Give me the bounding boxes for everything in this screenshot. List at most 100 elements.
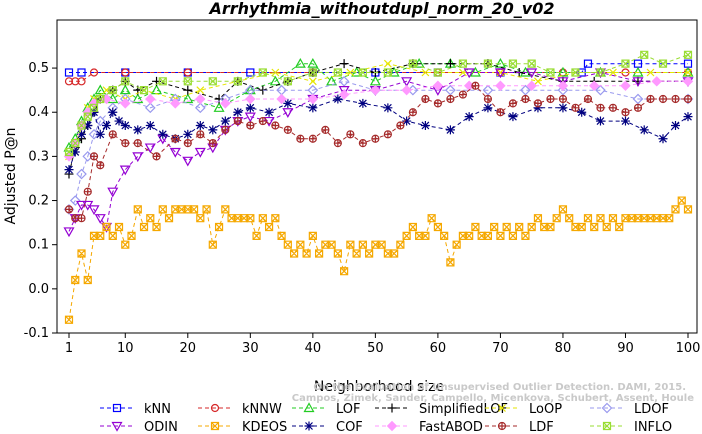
legend-item-ldof: LDOF [590, 402, 669, 417]
legend-marker-ldof [601, 402, 613, 414]
data-point-knnw [64, 77, 74, 86]
data-point-kdeos [377, 240, 386, 249]
data-point-kdeos [683, 205, 693, 214]
data-point-inflo [233, 77, 242, 86]
data-point-inflo [77, 121, 86, 130]
x-tick-label: 70 [492, 341, 509, 356]
data-point-ldf [421, 94, 430, 104]
data-point-kdeos [358, 240, 367, 249]
data-point-ldof [482, 84, 494, 96]
data-point-lof [557, 66, 569, 77]
data-point-cof [83, 120, 93, 130]
data-point-inflo [308, 68, 317, 77]
data-point-kdeos [315, 249, 324, 258]
data-point-odin [144, 143, 156, 154]
data-point-kdeos [408, 222, 417, 232]
legend: kNN kNNW LOF SimplifiedLOF LoOP LDOF ODIN KDEOS… [100, 402, 672, 434]
data-point-odin [338, 86, 350, 96]
data-point-kdeos [508, 231, 518, 240]
legend-item-kdeos: KDEOS [198, 420, 287, 434]
data-point-odin [282, 108, 294, 118]
legend-label-lof: LOF [336, 402, 361, 417]
legend-label-knn: kNN [144, 402, 171, 417]
data-point-inflo [83, 112, 92, 121]
data-point-ldf [233, 116, 242, 126]
data-point-kdeos [396, 240, 405, 249]
data-point-ldf [646, 94, 655, 104]
data-point-knn [64, 68, 74, 77]
data-point-inflo [283, 77, 292, 86]
data-point-ldof [76, 168, 87, 180]
data-point-kdeos [533, 214, 543, 223]
data-point-lof [244, 84, 256, 95]
data-point-fastabod [495, 80, 506, 91]
legend-marker-simplifiedlof [387, 403, 397, 413]
data-point-kdeos [271, 214, 280, 223]
data-point-kdeos [139, 222, 149, 232]
data-point-kdeos [677, 196, 686, 205]
data-point-ldf [77, 214, 86, 223]
data-point-ldf [308, 134, 317, 143]
data-point-ldf [133, 139, 142, 148]
data-point-lof [269, 75, 281, 86]
data-point-cof [102, 120, 112, 130]
series-line-ldof [68, 80, 688, 210]
data-point-kdeos [671, 205, 680, 214]
plot-frame [56, 19, 698, 334]
data-point-loop [346, 68, 355, 77]
data-point-ldf [396, 121, 405, 130]
data-point-loop [646, 68, 655, 77]
data-point-ldf [596, 103, 605, 112]
data-point-inflo [571, 68, 580, 77]
series-line-ldf [68, 85, 688, 219]
data-point-ldof [94, 115, 106, 127]
legend-label-simplifiedlof: SimplifiedLOF [419, 402, 508, 417]
watermark-line-2: On the Evaluation of Unsupervised Outlie… [313, 382, 686, 393]
data-point-ldf [546, 94, 555, 104]
data-point-knn [77, 68, 86, 77]
data-point-inflo [96, 94, 105, 104]
data-point-kdeos [221, 205, 230, 214]
data-point-fastabod [432, 80, 444, 91]
plot-area: 1 10 20 30 40 50 60 70 80 90 100 -0.1 0.0 0.1 0.2 0.3 0… [24, 19, 701, 356]
data-point-ldf [508, 99, 518, 108]
series-ldf [64, 81, 693, 223]
data-point-loop [496, 68, 505, 77]
data-point-loop [383, 59, 392, 68]
data-point-cof [620, 116, 630, 126]
x-tick-label: 100 [676, 341, 701, 356]
legend-item-loop: LoOP [485, 402, 562, 417]
y-tick-label: 0.1 [28, 238, 49, 253]
data-point-kdeos [208, 240, 217, 249]
data-point-kdeos [258, 214, 267, 223]
data-point-kdeos [552, 214, 561, 223]
legend-marker-odin [111, 421, 123, 432]
legend-item-ldf: LDF [485, 420, 554, 434]
data-point-kdeos [71, 275, 80, 285]
data-point-kdeos [277, 231, 286, 240]
data-point-lof [294, 57, 306, 68]
data-point-kdeos [77, 249, 86, 258]
data-point-kdeos [402, 231, 411, 240]
data-point-ldof [520, 84, 531, 96]
data-point-fastabod [307, 93, 319, 105]
data-point-cof [158, 129, 168, 139]
data-point-lof [632, 66, 644, 77]
data-point-lof [469, 66, 481, 77]
legend-label-ldof: LDOF [634, 402, 669, 417]
data-point-kdeos [577, 222, 586, 232]
data-point-inflo [527, 59, 536, 68]
data-point-inflo [546, 68, 555, 77]
data-point-kdeos [327, 240, 336, 249]
data-point-ldf [183, 139, 192, 148]
data-point-kdeos [133, 205, 142, 214]
data-point-knnw [121, 68, 130, 77]
data-point-cof [114, 116, 124, 126]
data-point-kdeos [483, 231, 493, 240]
legend-label-kdeos: KDEOS [242, 420, 287, 434]
data-point-kdeos [121, 240, 130, 249]
data-point-ldf [658, 94, 668, 104]
data-point-kdeos [189, 205, 199, 214]
y-tick-label: 0.5 [28, 61, 49, 76]
